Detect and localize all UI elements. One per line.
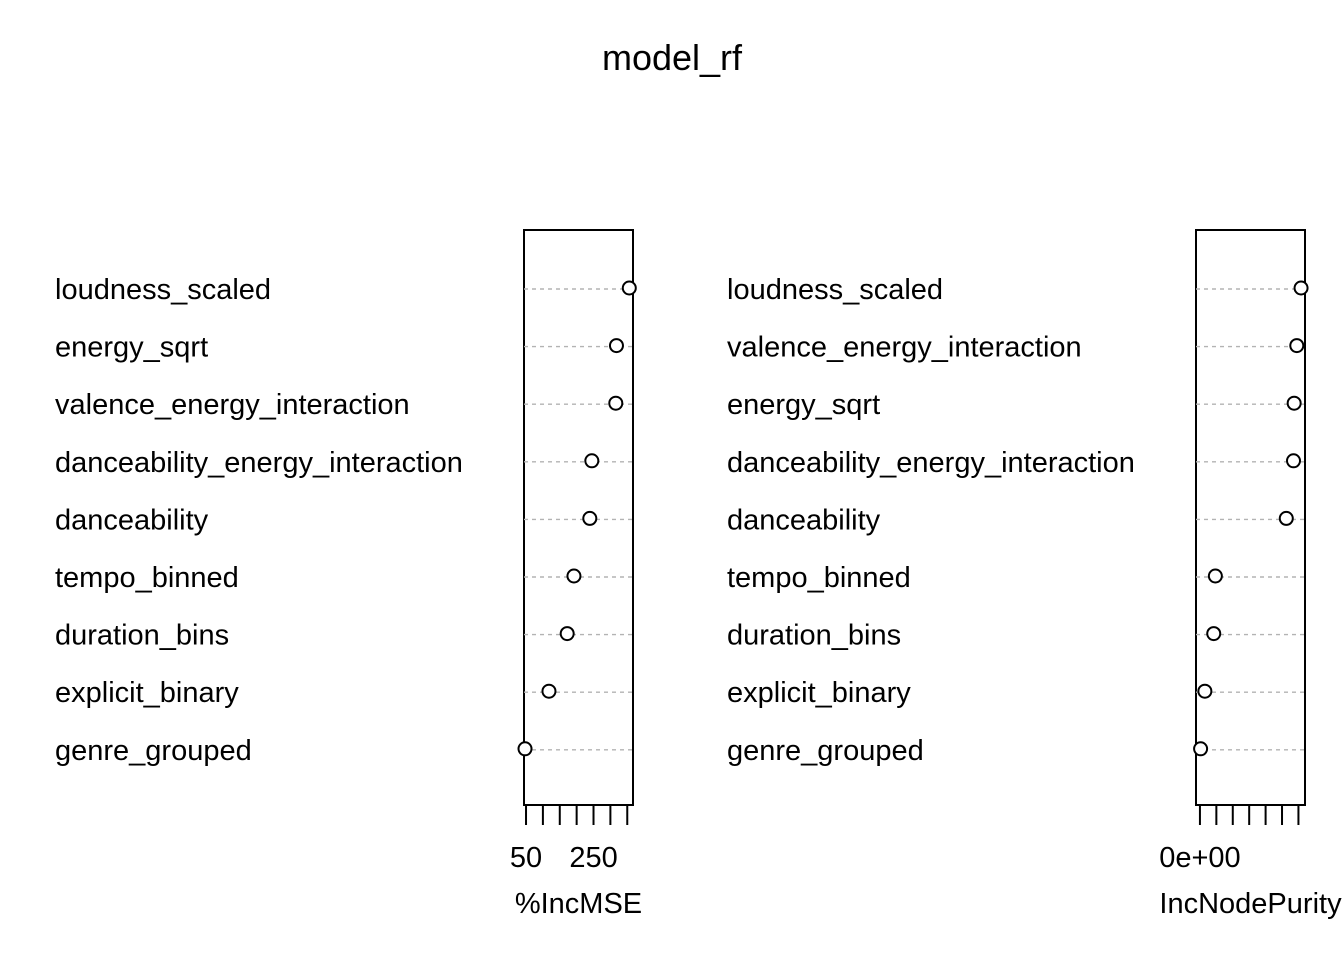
importance-point	[1286, 453, 1302, 469]
variable-label: loudness_scaled	[727, 274, 943, 306]
importance-point	[1206, 626, 1222, 642]
chart-title: model_rf	[602, 37, 743, 78]
variable-label: energy_sqrt	[727, 389, 880, 421]
panel-2: loudness_scaled valence_energy_interactio…	[727, 229, 1342, 920]
importance-point	[621, 280, 637, 296]
x-axis-title: %IncMSE	[515, 888, 642, 920]
importance-point	[541, 683, 557, 699]
variable-label: danceability_energy_interaction	[727, 447, 1135, 479]
importance-point	[1289, 338, 1305, 354]
variable-label: danceability_energy_interaction	[55, 447, 463, 479]
variable-label: danceability	[727, 504, 881, 536]
tick-label: 250	[569, 842, 617, 874]
importance-point	[1286, 395, 1302, 411]
plot-frame	[523, 229, 634, 806]
x-axis-title: IncNodePurity	[1159, 888, 1342, 920]
importance-point	[584, 453, 600, 469]
importance-point	[566, 568, 582, 584]
importance-point	[517, 741, 533, 757]
importance-point	[1278, 510, 1294, 526]
variable-label: duration_bins	[55, 620, 229, 652]
variable-label: genre_grouped	[55, 735, 252, 767]
importance-point	[608, 338, 624, 354]
plot-frame	[1195, 229, 1306, 806]
variable-label: loudness_scaled	[55, 274, 271, 306]
importance-point	[608, 395, 624, 411]
variable-label: tempo_binned	[727, 562, 911, 594]
variable-label: tempo_binned	[55, 562, 239, 594]
variable-label: duration_bins	[727, 620, 901, 652]
importance-point	[582, 510, 598, 526]
variable-label: energy_sqrt	[55, 332, 208, 364]
variable-label: explicit_binary	[55, 677, 239, 709]
importance-point	[1293, 280, 1309, 296]
variable-label: valence_energy_interaction	[727, 332, 1082, 364]
importance-point	[1193, 741, 1209, 757]
importance-point	[1197, 683, 1213, 699]
tick-label: 0e+00	[1159, 842, 1240, 874]
variable-label: explicit_binary	[727, 677, 911, 709]
variable-label: genre_grouped	[727, 735, 924, 767]
panel-1: loudness_scaled energy_sqrt valence_energy…	[55, 229, 642, 920]
importance-point	[1207, 568, 1223, 584]
variable-label: danceability	[55, 504, 209, 536]
tick-label: 50	[510, 842, 542, 874]
variable-label: valence_energy_interaction	[55, 389, 410, 421]
importance-point	[559, 626, 575, 642]
